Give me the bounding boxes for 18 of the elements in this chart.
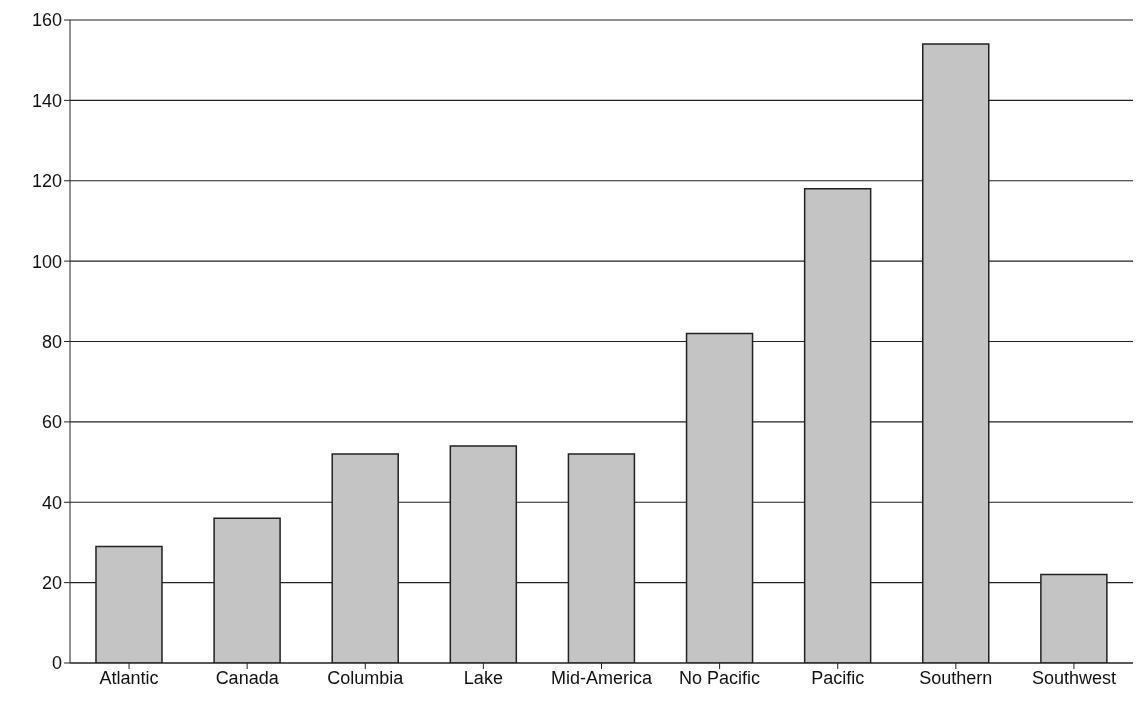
y-tick-label: 100: [31, 251, 62, 272]
x-tick-label: Mid-America: [550, 667, 653, 688]
y-tick-label: 80: [41, 331, 62, 352]
x-tick-label: Canada: [215, 667, 280, 688]
y-tick-label: 20: [41, 573, 62, 594]
x-tick-label: No Pacific: [679, 667, 761, 688]
x-tick-label: Southwest: [1031, 667, 1116, 688]
x-tick-label: Lake: [463, 667, 503, 688]
y-tick-label: 40: [41, 492, 62, 513]
x-tick-label: Atlantic: [99, 667, 159, 688]
y-tick-label: 60: [41, 412, 62, 433]
y-tick-label: 0: [51, 653, 62, 674]
x-tick-label: Southern: [919, 667, 993, 688]
x-tick-label: Pacific: [811, 667, 865, 688]
y-tick-label: 160: [31, 10, 62, 31]
y-tick-label: 120: [31, 171, 62, 192]
x-tick-label: Columbia: [327, 667, 405, 688]
y-tick-label: 140: [31, 90, 62, 111]
